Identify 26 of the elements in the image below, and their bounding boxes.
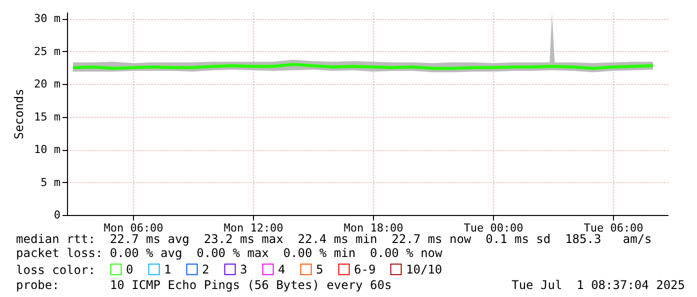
legend-title: loss color: <box>16 263 96 277</box>
legend-label: 3 <box>240 262 248 276</box>
y-axis-title: Seconds <box>12 88 26 140</box>
legend-label: 0 <box>126 262 134 276</box>
y-tick-label: 30 m <box>34 12 61 26</box>
x-tick-label: Tue 06:00 <box>584 222 644 234</box>
y-tick-label: 15 m <box>34 110 61 124</box>
x-tick-label: Mon 18:00 <box>344 222 404 234</box>
legend-label: 2 <box>202 262 210 276</box>
text: packet loss: 0.00 % avg 0.00 % max 0.00 % min 0.00 % now <box>16 246 442 260</box>
legend-label: 5 <box>316 262 324 276</box>
text: probe: 10 ICMP Echo Pings (56 Bytes) every 60s <box>16 278 392 292</box>
legend-label: 4 <box>278 262 286 276</box>
x-tick-label: Mon 12:00 <box>224 222 284 234</box>
y-tick-label: 25 m <box>34 44 61 58</box>
y-tick-label: 20 m <box>34 78 61 91</box>
text: Tue Jul 1 08:37:04 2025 <box>512 278 685 292</box>
y-tick-label: 10 m <box>34 143 61 156</box>
x-tick-label: Mon 06:00 <box>104 222 164 234</box>
legend-label: 6-9 <box>354 262 376 276</box>
legend-label: 1 <box>164 262 172 276</box>
y-tick-label: 5 m <box>40 176 61 189</box>
text: median rtt: 22.7 ms avg 23.2 ms max 22.4 ms min 22.7 ms now 0.1 ms sd 185.3 am/s <box>16 232 652 246</box>
y-tick-label: 0 <box>54 208 60 222</box>
x-tick-label: Tue 00:00 <box>464 222 524 234</box>
legend-label: 10/10 <box>406 262 442 276</box>
